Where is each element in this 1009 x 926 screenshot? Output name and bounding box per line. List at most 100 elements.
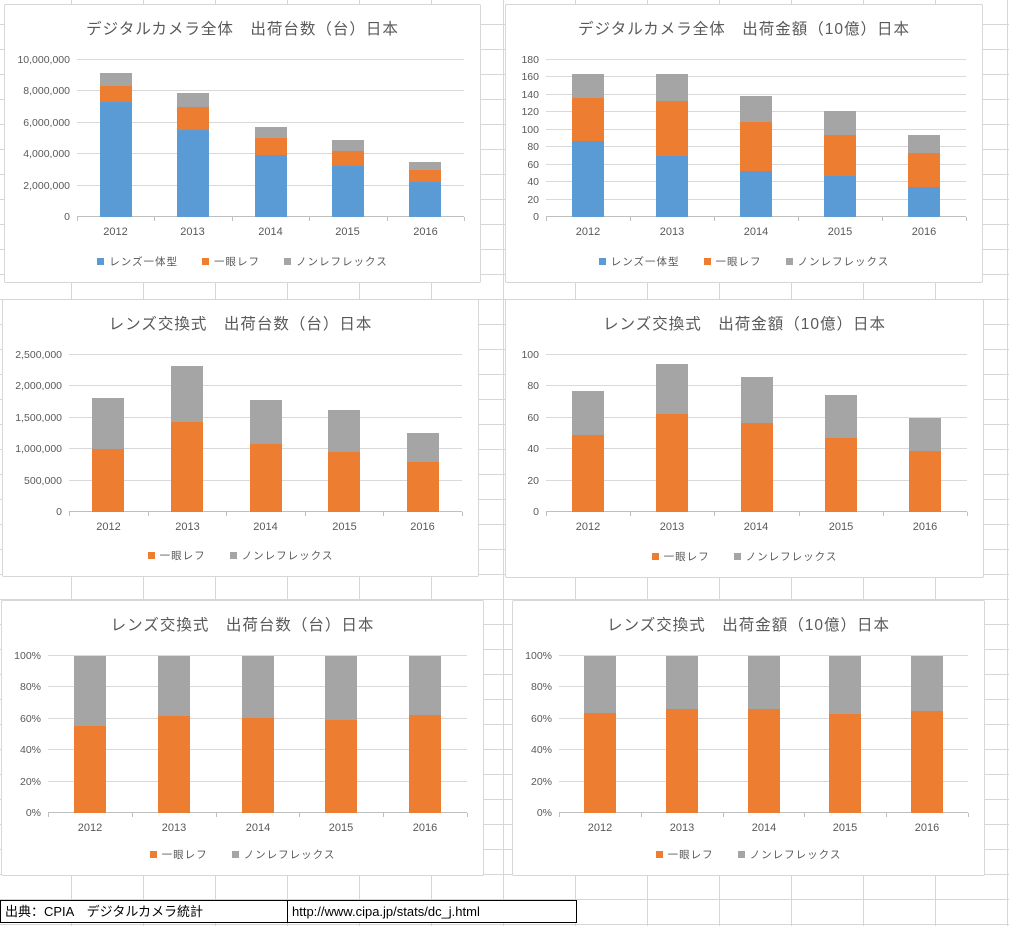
chart-interchangeable-value-percent[interactable]: レンズ交換式 出荷金額（10億）日本 0% 20% 40% 60% 80% 100% 201… xyxy=(512,600,985,876)
legend-item[interactable]: ノンレフレックス xyxy=(231,847,336,862)
bar-segment-2[interactable] xyxy=(158,656,190,716)
bar-segment-2[interactable] xyxy=(911,656,943,711)
bar-segment-1[interactable] xyxy=(158,716,190,813)
bar-segment-1[interactable] xyxy=(824,176,856,217)
bar-segment-2[interactable] xyxy=(572,98,604,142)
bar-segment-2[interactable] xyxy=(332,150,364,166)
bar-segment-2[interactable] xyxy=(656,364,688,414)
bar-segment-3[interactable] xyxy=(100,73,132,87)
bar-segment-1[interactable] xyxy=(171,421,203,512)
x-axis-tick-mark xyxy=(798,217,799,221)
bar-segment-2[interactable] xyxy=(255,137,287,155)
bar-segment-3[interactable] xyxy=(824,111,856,136)
legend-item[interactable]: ノンレフレックス xyxy=(737,847,842,862)
bar-segment-3[interactable] xyxy=(908,135,940,154)
x-axis-tick-mark xyxy=(467,813,468,817)
bar-segment-1[interactable] xyxy=(829,713,861,813)
bar-segment-2[interactable] xyxy=(909,417,941,451)
bar-segment-2[interactable] xyxy=(824,135,856,177)
bar-segment-1[interactable] xyxy=(74,725,106,813)
bar-segment-3[interactable] xyxy=(409,162,441,170)
bar-segment-2[interactable] xyxy=(584,656,616,714)
bar-segment-1[interactable] xyxy=(909,450,941,512)
bar-segment-2[interactable] xyxy=(242,656,274,719)
bar-segment-2[interactable] xyxy=(92,397,124,449)
bar-segment-2[interactable] xyxy=(171,365,203,422)
bar-segment-2[interactable] xyxy=(666,656,698,709)
legend-label: ノンレフレックス xyxy=(241,550,334,562)
bar-segment-1[interactable] xyxy=(92,448,124,512)
legend-item[interactable]: ノンレフレックス xyxy=(733,549,838,564)
bar-segment-2[interactable] xyxy=(74,656,106,726)
bar-segment-1[interactable] xyxy=(100,101,132,217)
bar-segment-3[interactable] xyxy=(255,126,287,138)
bar-segment-1[interactable] xyxy=(741,422,773,512)
bar-segment-1[interactable] xyxy=(825,438,857,512)
bar-segment-3[interactable] xyxy=(656,73,688,102)
x-axis-category-label: 2014 xyxy=(258,226,283,238)
bar-segment-3[interactable] xyxy=(740,96,772,122)
legend-item[interactable]: 一眼レフ xyxy=(655,847,714,862)
legend-item[interactable]: 一眼レフ xyxy=(147,548,206,563)
bar-segment-1[interactable] xyxy=(328,451,360,512)
bar-segment-1[interactable] xyxy=(409,714,441,813)
bar-segment-1[interactable] xyxy=(409,182,441,217)
bar-segment-3[interactable] xyxy=(332,140,364,151)
bar-segment-2[interactable] xyxy=(100,86,132,102)
bar-segment-1[interactable] xyxy=(177,129,209,217)
bar-segment-1[interactable] xyxy=(908,187,940,217)
bar-segment-3[interactable] xyxy=(177,93,209,108)
bar-segment-2[interactable] xyxy=(740,121,772,172)
bar-segment-2[interactable] xyxy=(741,377,773,423)
bar-segment-1[interactable] xyxy=(572,141,604,217)
legend-item[interactable]: ノンレフレックス xyxy=(785,254,890,269)
legend-item[interactable]: レンズ一体型 xyxy=(598,254,680,269)
bar-segment-3[interactable] xyxy=(572,74,604,99)
bar-segment-1[interactable] xyxy=(332,165,364,217)
legend-item[interactable]: レンズ一体型 xyxy=(97,254,178,269)
chart-interchangeable-value[interactable]: レンズ交換式 出荷金額（10億）日本 0 20 40 60 80 100 2012 2013 2… xyxy=(505,299,984,578)
bar-segment-1[interactable] xyxy=(656,413,688,512)
chart-all-cameras-units[interactable]: デジタルカメラ全体 出荷台数（台）日本 0 2,000,000 4,000,000 6… xyxy=(4,4,481,283)
x-axis-category-label: 2014 xyxy=(751,822,777,834)
legend-swatch xyxy=(149,851,157,858)
legend-item[interactable]: 一眼レフ xyxy=(202,254,260,269)
bar-segment-2[interactable] xyxy=(407,432,439,463)
bar-segment-2[interactable] xyxy=(177,107,209,130)
bar-segment-2[interactable] xyxy=(250,399,282,445)
bar-segment-2[interactable] xyxy=(829,656,861,714)
x-axis-category-label: 2012 xyxy=(103,226,128,238)
bar-segment-2[interactable] xyxy=(825,395,857,439)
bar-segment-1[interactable] xyxy=(748,708,780,813)
legend-item[interactable]: 一眼レフ xyxy=(703,254,762,269)
bar-segment-1[interactable] xyxy=(740,171,772,217)
source-url-cell[interactable]: http://www.cipa.jp/stats/dc_j.html xyxy=(287,900,577,923)
bar-segment-2[interactable] xyxy=(328,410,360,452)
legend-item[interactable]: 一眼レフ xyxy=(651,549,710,564)
bar-segment-1[interactable] xyxy=(250,444,282,512)
bar-segment-1[interactable] xyxy=(656,155,688,217)
bar-segment-2[interactable] xyxy=(656,101,688,156)
legend-item[interactable]: ノンレフレックス xyxy=(284,254,388,269)
bar-segment-2[interactable] xyxy=(325,656,357,720)
bar-segment-1[interactable] xyxy=(407,462,439,512)
bar-segment-2[interactable] xyxy=(572,391,604,436)
bar-segment-1[interactable] xyxy=(584,713,616,813)
bar-segment-2[interactable] xyxy=(908,153,940,188)
bar-segment-1[interactable] xyxy=(255,154,287,217)
bar-segment-1[interactable] xyxy=(572,435,604,512)
bar-segment-1[interactable] xyxy=(242,718,274,813)
chart-all-cameras-value[interactable]: デジタルカメラ全体 出荷金額（10億）日本 0 20 40 60 80 100 120 140… xyxy=(505,4,983,283)
bar-segment-1[interactable] xyxy=(911,711,943,813)
bar-segment-2[interactable] xyxy=(748,656,780,709)
x-axis-tick-mark xyxy=(968,813,969,817)
legend-item[interactable]: ノンレフレックス xyxy=(229,548,334,563)
chart-interchangeable-units-percent[interactable]: レンズ交換式 出荷台数（台）日本 0% 20% 40% 60% 80% 100% 2012 2… xyxy=(1,600,484,876)
source-label-cell[interactable]: 出典：CPIA デジタルカメラ統計 xyxy=(0,900,288,923)
bar-segment-1[interactable] xyxy=(666,708,698,813)
bar-segment-2[interactable] xyxy=(409,169,441,182)
bar-segment-2[interactable] xyxy=(409,656,441,715)
legend-item[interactable]: 一眼レフ xyxy=(149,847,208,862)
chart-interchangeable-units[interactable]: レンズ交換式 出荷台数（台）日本 0 500,000 1,000,000 1,500,… xyxy=(2,299,479,577)
bar-segment-1[interactable] xyxy=(325,719,357,813)
